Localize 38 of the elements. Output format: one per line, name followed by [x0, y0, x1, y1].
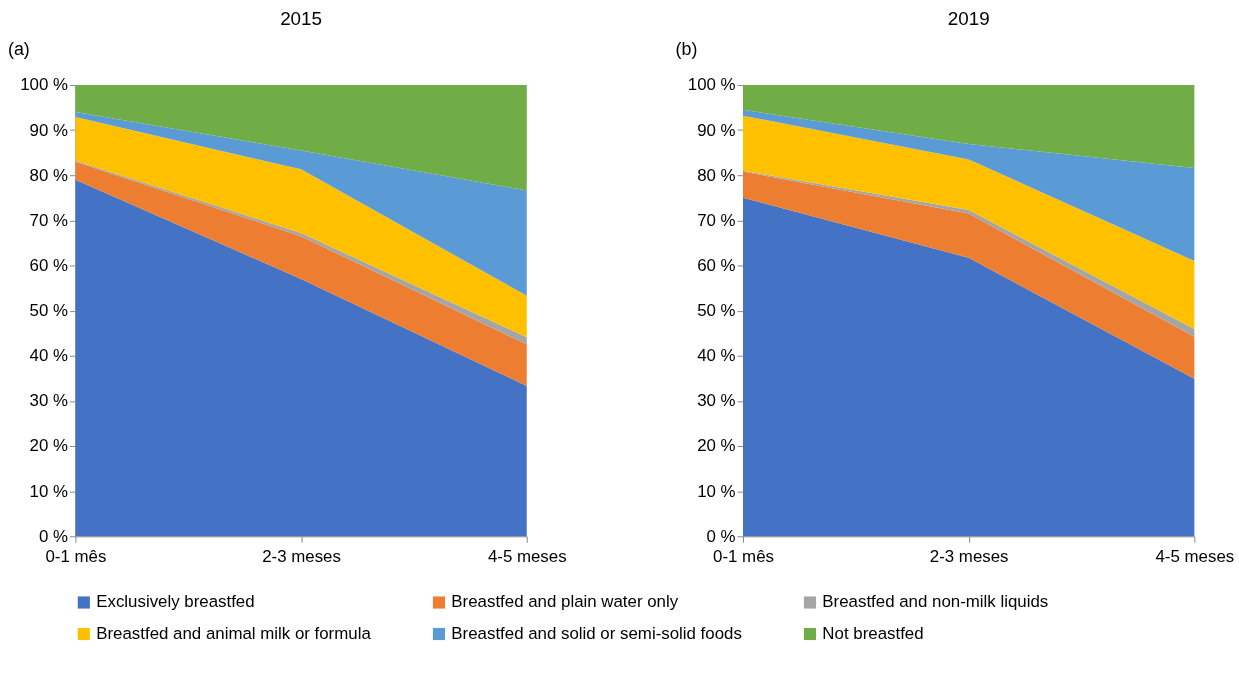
text: (b) [675, 39, 698, 60]
legend-label: Exclusively breastfed [96, 592, 255, 612]
y-tick-label: 40 % [697, 346, 736, 366]
y-tick-label: 60 % [697, 255, 736, 275]
y-tick-label: 50 % [29, 301, 68, 321]
y-tick-label: 90 % [29, 120, 68, 140]
y-tick-label: 40 % [29, 346, 68, 366]
legend-label: Breastfed and plain water only [451, 592, 679, 612]
legend-label: Breastfed and solid or semi-solid foods [451, 623, 742, 643]
y-tick-label: 60 % [29, 255, 68, 275]
x-tick-label: 0-1 mês [713, 546, 774, 566]
y-tick-label: 30 % [697, 391, 736, 411]
y-tick-label: 100 % [687, 75, 736, 95]
y-tick-label: 100 % [20, 75, 68, 95]
x-tick-label: 0-1 mês [45, 546, 107, 566]
chart-title: 2015 [280, 8, 323, 30]
y-tick-label: 20 % [29, 436, 68, 456]
y-tick-label: 20 % [697, 436, 736, 456]
y-tick-label: 90 % [697, 120, 736, 140]
y-tick-label: 70 % [29, 210, 68, 230]
y-tick-label: 30 % [29, 391, 68, 411]
x-tick-label: 4-5 meses [487, 546, 567, 566]
y-tick-label: 10 % [29, 481, 68, 501]
text: (a) [7, 39, 30, 60]
x-tick-label: 2-3 meses [262, 546, 341, 566]
y-tick-label: 50 % [697, 301, 736, 321]
legend-label: Breastfed and non-milk liquids [822, 592, 1049, 612]
chart-title: 2019 [947, 8, 990, 30]
y-tick-label: 80 % [697, 165, 736, 185]
x-tick-label: 2-3 meses [929, 546, 1009, 566]
y-tick-label: 10 % [697, 481, 736, 501]
legend-label: Breastfed and animal milk or formula [96, 623, 372, 643]
y-tick-label: 0 % [706, 526, 736, 546]
y-tick-label: 80 % [29, 165, 68, 185]
x-tick-label: 4-5 meses [1155, 546, 1235, 566]
y-tick-label: 70 % [697, 210, 736, 230]
y-tick-label: 0 % [38, 526, 68, 546]
legend-label: Not breastfed [822, 623, 924, 643]
